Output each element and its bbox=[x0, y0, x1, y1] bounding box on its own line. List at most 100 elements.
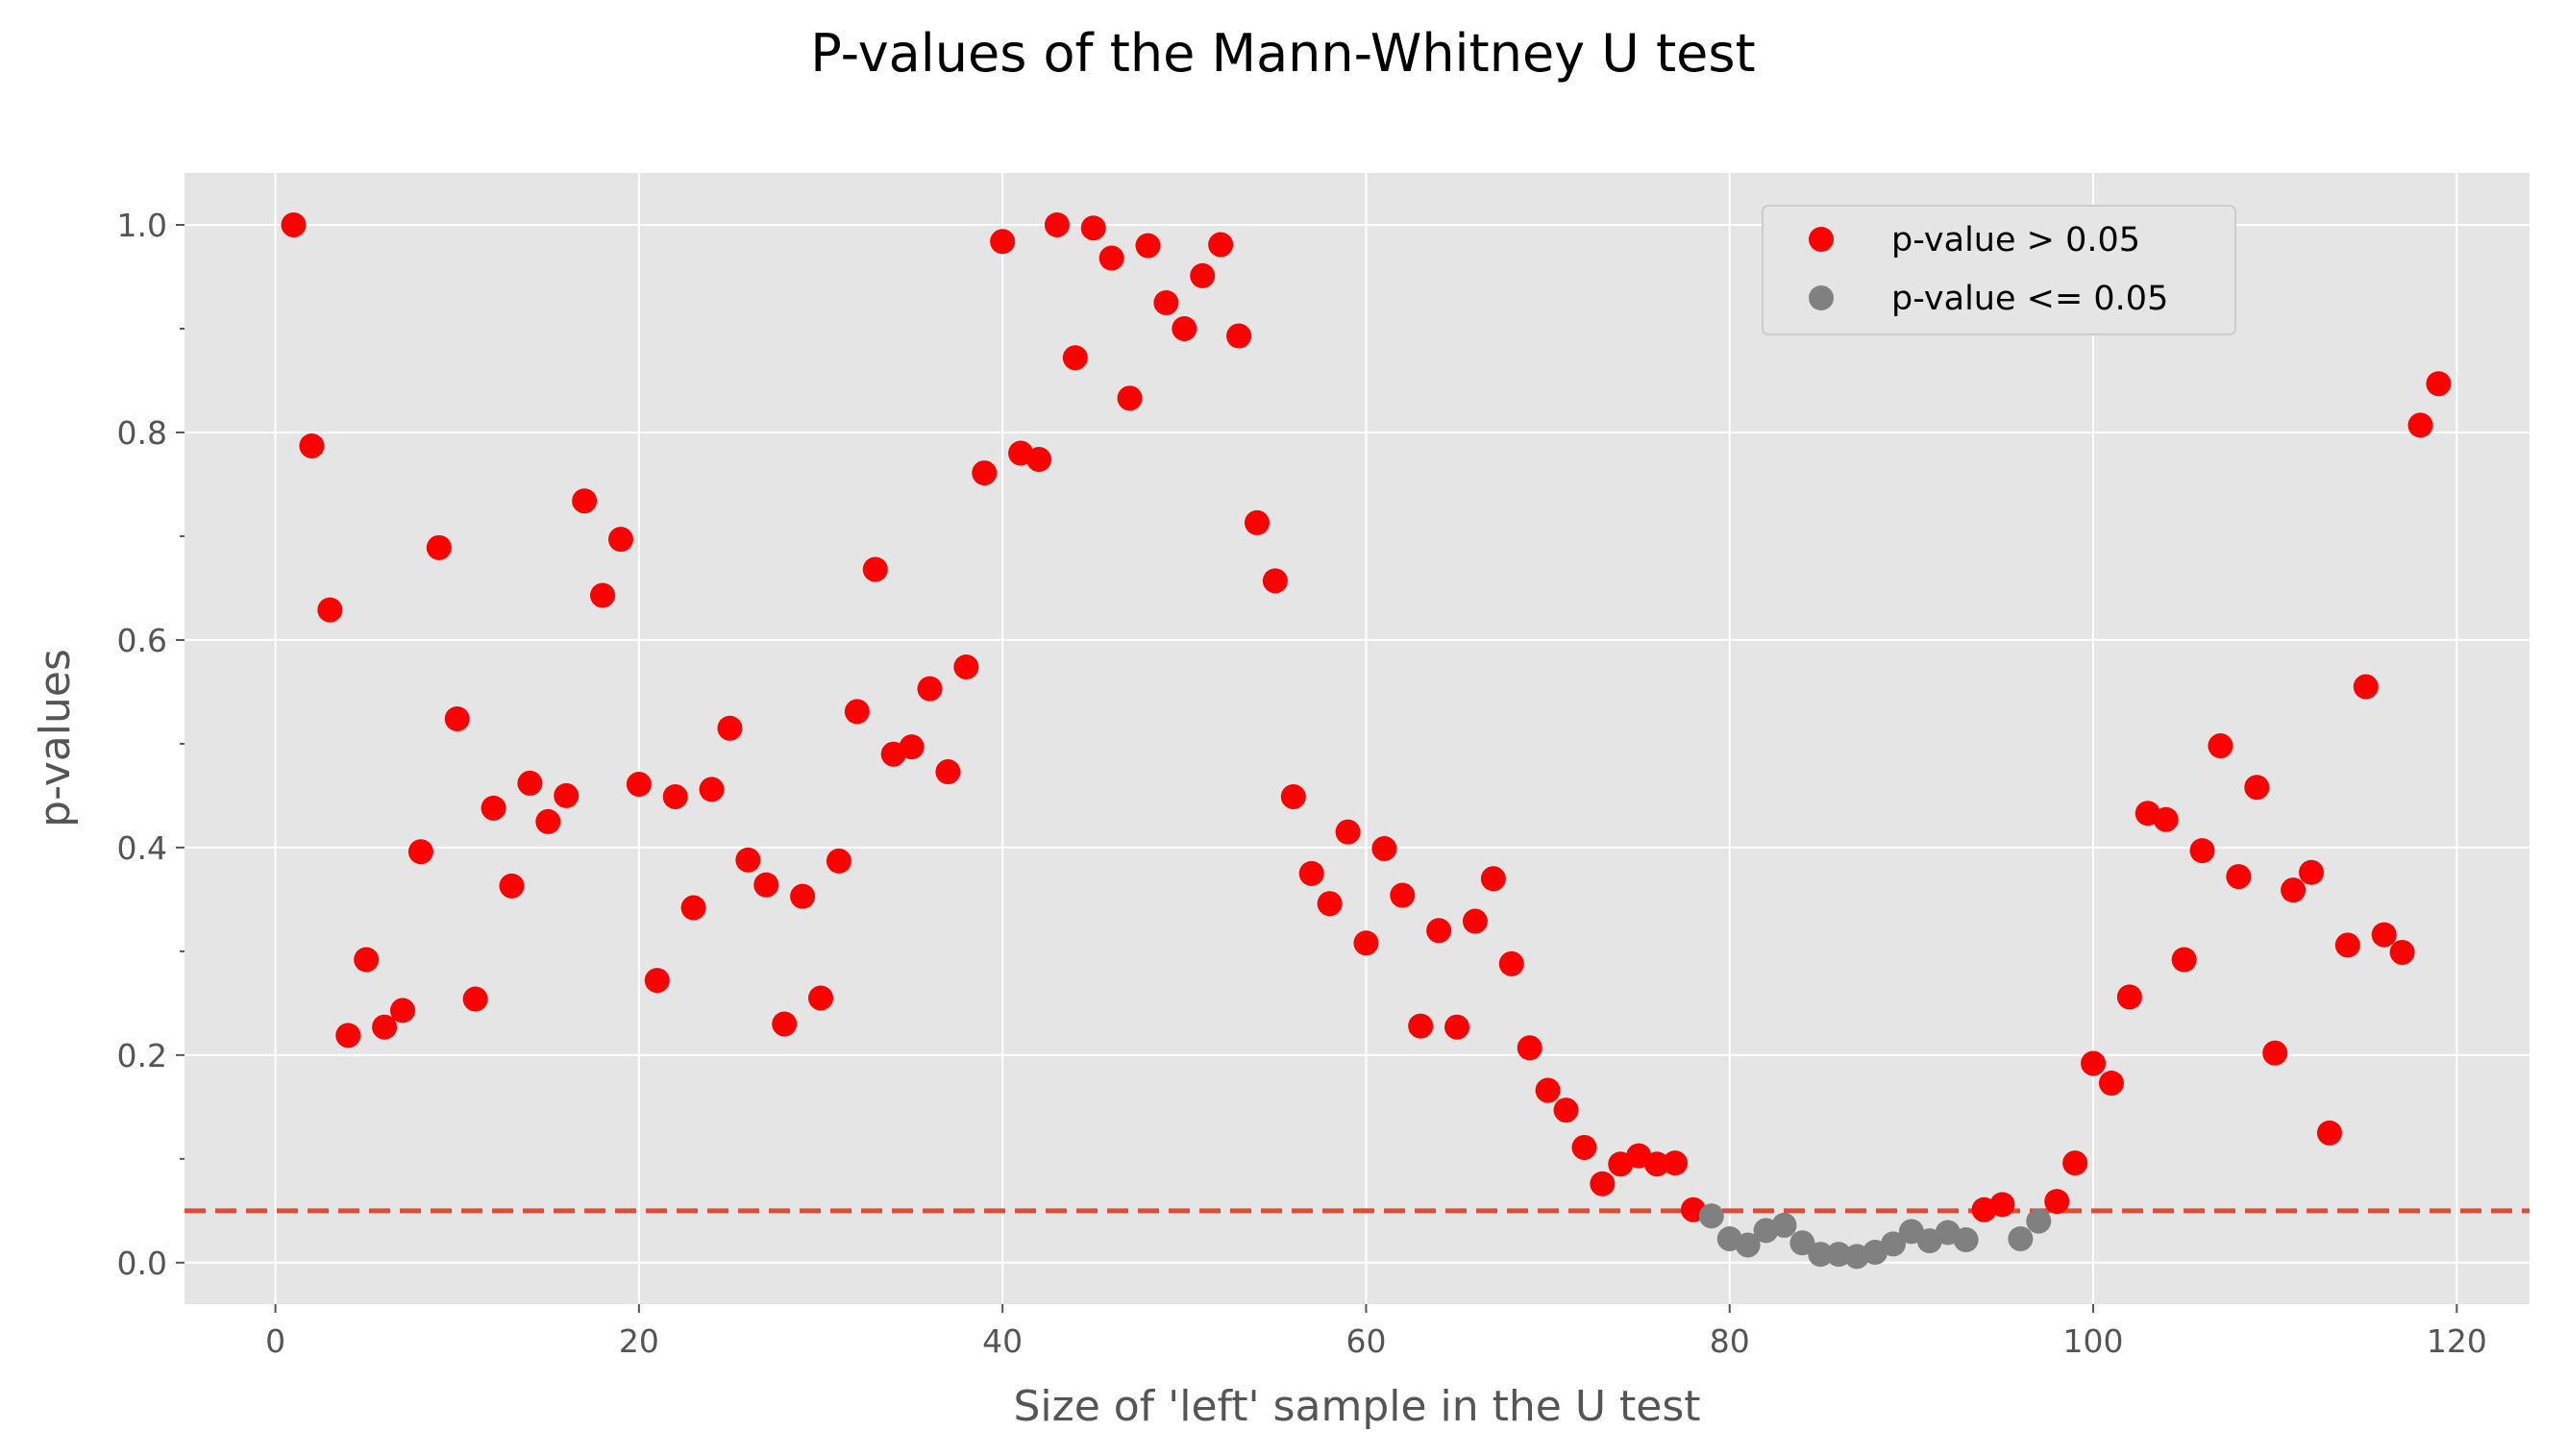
x-tick-label: 80 bbox=[1710, 1322, 1750, 1360]
point-above-threshold bbox=[735, 847, 761, 873]
point-above-threshold bbox=[444, 705, 470, 731]
x-axis: 0 20 40 60 80 100 120 bbox=[265, 1304, 2487, 1360]
point-above-threshold bbox=[2389, 939, 2415, 965]
point-above-threshold bbox=[1989, 1192, 2015, 1218]
point-above-threshold bbox=[2334, 932, 2360, 958]
point-above-threshold bbox=[990, 229, 1016, 255]
point-above-threshold bbox=[335, 1023, 361, 1049]
point-below-threshold bbox=[1771, 1212, 1797, 1238]
point-above-threshold bbox=[1644, 1151, 1670, 1177]
point-above-threshold bbox=[2244, 775, 2270, 801]
y-tick-label: 0.8 bbox=[117, 414, 167, 452]
point-below-threshold bbox=[2008, 1225, 2034, 1251]
point-below-threshold bbox=[1826, 1242, 1852, 1268]
point-above-threshold bbox=[535, 808, 561, 834]
point-above-threshold bbox=[481, 795, 506, 821]
point-above-threshold bbox=[1553, 1098, 1579, 1123]
point-above-threshold bbox=[299, 432, 325, 458]
point-above-threshold bbox=[1517, 1035, 1542, 1061]
point-above-threshold bbox=[644, 968, 670, 994]
point-above-threshold bbox=[2281, 877, 2307, 903]
point-above-threshold bbox=[680, 895, 706, 921]
point-above-threshold bbox=[1371, 835, 1397, 861]
legend-label-below: p-value <= 0.05 bbox=[1891, 280, 2168, 318]
point-above-threshold bbox=[717, 715, 743, 741]
x-tick-label: 60 bbox=[1345, 1322, 1386, 1360]
point-above-threshold bbox=[1535, 1077, 1561, 1103]
point-above-threshold bbox=[808, 985, 834, 1011]
y-axis: 0.0 0.2 0.4 0.6 0.8 1.0 bbox=[117, 207, 185, 1282]
point-above-threshold bbox=[626, 772, 652, 798]
point-above-threshold bbox=[1480, 866, 1506, 892]
x-tick-label: 40 bbox=[982, 1322, 1023, 1360]
point-above-threshold bbox=[953, 654, 979, 679]
point-above-threshold bbox=[2262, 1040, 2288, 1066]
point-above-threshold bbox=[1062, 345, 1088, 371]
point-above-threshold bbox=[354, 947, 380, 973]
point-above-threshold bbox=[1172, 315, 1197, 341]
point-above-threshold bbox=[1280, 783, 1306, 809]
point-above-threshold bbox=[1117, 385, 1143, 411]
point-above-threshold bbox=[2407, 412, 2433, 438]
point-below-threshold bbox=[1735, 1232, 1761, 1258]
y-tick-label: 0.4 bbox=[117, 829, 167, 867]
point-above-threshold bbox=[1462, 908, 1488, 934]
point-above-threshold bbox=[1262, 568, 1288, 594]
y-tick-label: 1.0 bbox=[117, 207, 167, 244]
point-above-threshold bbox=[699, 777, 725, 802]
point-above-threshold bbox=[935, 759, 961, 785]
point-below-threshold bbox=[1789, 1230, 1815, 1256]
point-above-threshold bbox=[2353, 674, 2379, 700]
point-above-threshold bbox=[2153, 806, 2179, 832]
point-above-threshold bbox=[2208, 733, 2233, 759]
point-above-threshold bbox=[1298, 860, 1324, 886]
point-above-threshold bbox=[2189, 838, 2215, 864]
point-below-threshold bbox=[2026, 1208, 2052, 1234]
point-above-threshold bbox=[1590, 1171, 1616, 1197]
point-above-threshold bbox=[1098, 245, 1124, 271]
point-above-threshold bbox=[1135, 233, 1161, 259]
point-below-threshold bbox=[1953, 1227, 1979, 1253]
plot-area bbox=[185, 173, 2529, 1304]
point-below-threshold bbox=[1698, 1203, 1724, 1229]
point-above-threshold bbox=[2226, 864, 2252, 890]
point-above-threshold bbox=[372, 1014, 398, 1040]
point-above-threshold bbox=[1044, 211, 1070, 237]
point-above-threshold bbox=[1663, 1150, 1689, 1176]
point-above-threshold bbox=[862, 556, 888, 582]
x-axis-label: Size of 'left' sample in the U test bbox=[1013, 1382, 1700, 1431]
point-above-threshold bbox=[2426, 371, 2452, 397]
point-above-threshold bbox=[554, 782, 580, 808]
point-above-threshold bbox=[972, 460, 998, 486]
point-above-threshold bbox=[1153, 289, 1179, 315]
point-above-threshold bbox=[1244, 509, 1270, 535]
point-above-threshold bbox=[407, 839, 433, 865]
point-above-threshold bbox=[753, 872, 779, 898]
point-above-threshold bbox=[572, 488, 598, 514]
point-above-threshold bbox=[281, 211, 307, 237]
point-above-threshold bbox=[317, 597, 343, 623]
point-below-threshold bbox=[1880, 1231, 1906, 1257]
point-above-threshold bbox=[1426, 918, 1452, 944]
point-above-threshold bbox=[844, 699, 870, 725]
point-above-threshold bbox=[662, 783, 688, 809]
point-above-threshold bbox=[2044, 1189, 2070, 1215]
legend-box bbox=[1762, 205, 2236, 335]
point-above-threshold bbox=[607, 527, 633, 553]
point-above-threshold bbox=[826, 848, 851, 874]
point-above-threshold bbox=[2116, 984, 2142, 1010]
point-above-threshold bbox=[2299, 859, 2325, 885]
point-above-threshold bbox=[517, 770, 543, 796]
point-above-threshold bbox=[1335, 819, 1361, 845]
y-tick-label: 0.0 bbox=[117, 1245, 167, 1282]
point-above-threshold bbox=[1498, 950, 1524, 976]
point-above-threshold bbox=[1408, 1013, 1434, 1039]
point-above-threshold bbox=[2081, 1050, 2107, 1076]
point-above-threshold bbox=[2371, 922, 2397, 948]
point-above-threshold bbox=[1390, 882, 1416, 908]
point-above-threshold bbox=[499, 873, 525, 899]
point-above-threshold bbox=[2062, 1150, 2088, 1176]
x-tick-label: 100 bbox=[2063, 1322, 2124, 1360]
point-above-threshold bbox=[426, 534, 452, 560]
